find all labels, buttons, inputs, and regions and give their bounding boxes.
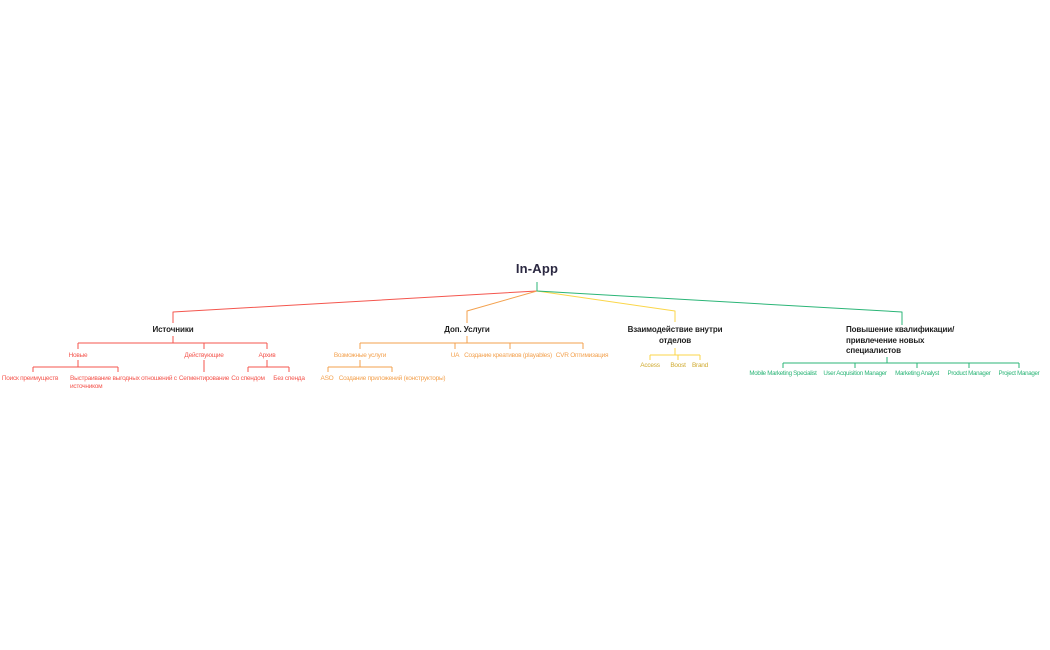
node-segmentation[interactable]: Сегментирование — [178, 375, 230, 382]
node-building-relations-line1: Выстраивание выгодных отношений с — [70, 375, 177, 382]
node-brand[interactable]: Brand — [691, 362, 709, 369]
node-ua[interactable]: UA — [450, 352, 460, 359]
node-product-manager[interactable]: Product Manager — [947, 370, 991, 377]
node-app-constructors[interactable]: Создание приложений (конструкторы) — [338, 375, 446, 382]
branch-specialists-connectors — [536, 282, 1020, 368]
branch-departments-connectors — [536, 290, 701, 360]
branch-header-departments-line1: Взаимодействие внутри — [627, 325, 723, 334]
node-user-acquisition-manager[interactable]: User Acquisition Manager — [823, 370, 887, 377]
node-building-relations[interactable]: Выстраивание выгодных отношений с источн… — [70, 375, 177, 391]
branch-header-specialists-line2: привлечение новых — [846, 335, 925, 345]
root-node-in-app[interactable]: In-App — [515, 261, 559, 276]
branch-header-specialists-line3: специалистов — [846, 346, 901, 355]
node-archive[interactable]: Архив — [258, 352, 276, 359]
node-aso[interactable]: ASO — [320, 375, 334, 382]
branch-header-departments-line2: отделов — [658, 335, 692, 345]
node-mobile-marketing-specialist[interactable]: Mobile Marketing Specialist — [749, 370, 817, 377]
node-access[interactable]: Access — [640, 362, 660, 369]
node-advantage-search[interactable]: Поиск преимуществ — [1, 375, 59, 382]
node-active-sources[interactable]: Действующие — [184, 352, 224, 359]
node-creatives-playables[interactable]: Создание креативов (playables) — [464, 352, 552, 359]
node-new-sources[interactable]: Новые — [68, 352, 88, 359]
node-cvr-optimization[interactable]: CVR Оптимизация — [555, 352, 609, 359]
node-building-relations-line2: источником — [70, 383, 103, 390]
node-project-manager[interactable]: Project Manager — [998, 370, 1040, 377]
branch-sources-connectors — [32, 290, 538, 372]
branch-header-specialists-line1: Повышение квалификации/ — [846, 325, 955, 334]
node-marketing-analyst[interactable]: Marketing Analyst — [895, 370, 939, 377]
branch-services-connectors — [327, 290, 584, 372]
node-boost[interactable]: Boost — [670, 362, 686, 369]
node-with-spend[interactable]: Со спендом — [231, 375, 265, 382]
branch-header-sources[interactable]: Источники — [152, 325, 194, 334]
branch-header-services[interactable]: Доп. Услуги — [444, 325, 490, 334]
branch-header-specialists[interactable]: Повышение квалификации/ привлечение новы… — [846, 325, 954, 357]
node-possible-services[interactable]: Возможные услуги — [333, 352, 387, 359]
branch-header-departments[interactable]: Взаимодействие внутри отделов — [628, 325, 723, 346]
node-without-spend[interactable]: Без спенда — [273, 375, 305, 382]
